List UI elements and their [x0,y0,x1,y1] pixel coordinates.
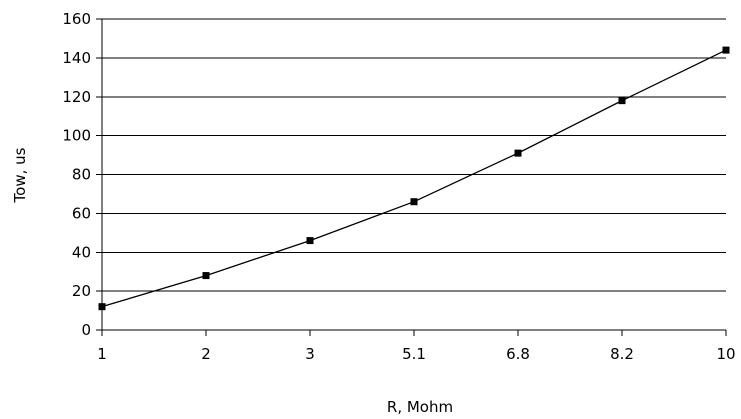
data-point-5.1 [410,198,418,206]
x-tick-label: 2 [201,345,211,363]
y-tick-label: 140 [62,49,91,67]
data-point-6.8 [514,149,522,157]
data-point-8.2 [618,97,626,105]
series-line [101,49,727,308]
data-point-1 [98,303,106,311]
x-tick-label: 1 [97,345,107,363]
y-tick-label: 20 [72,282,91,300]
data-point-2 [202,272,210,280]
data-point-10 [722,46,730,54]
x-axis-ticks: 1 2 3 5.1 6.8 8.2 10 [97,330,736,363]
x-tick-label: 8.2 [610,345,634,363]
y-tick-label: 120 [62,88,91,106]
y-axis-title: Tow, us [11,147,29,203]
y-tick-label: 0 [81,321,91,339]
x-tick-label: 6.8 [506,345,530,363]
y-tick-label: 40 [72,243,91,261]
data-point-3 [306,237,314,245]
y-tick-label: 60 [72,204,91,222]
x-axis-title: R, Mohm [387,398,453,416]
y-axis-ticks: 0 20 40 60 80 100 120 140 160 [62,10,102,339]
x-tick-label: 10 [716,345,735,363]
gridlines [102,18,726,292]
y-tick-label: 100 [62,127,91,145]
x-tick-label: 5.1 [402,345,426,363]
y-tick-label: 160 [62,10,91,28]
x-tick-label: 3 [305,345,315,363]
series-layer [98,46,730,311]
y-tick-label: 80 [72,166,91,184]
